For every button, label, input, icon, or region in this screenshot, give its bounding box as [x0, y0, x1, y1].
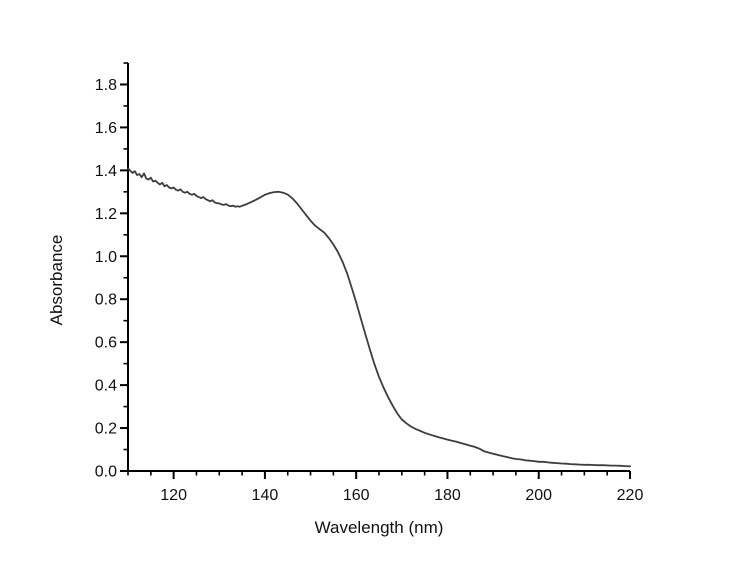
absorbance-spectrum-curve [127, 167, 631, 468]
x-tick-label: 220 [617, 487, 644, 504]
axes-spines [127, 63, 630, 472]
y-tick-label: 0.0 [95, 464, 117, 481]
y-tick-label: 0.8 [95, 292, 117, 309]
plot-area: 120 140 160 180 200 220 0.0 0.2 0.4 0.6 0.8 1.0 1.2 1… [95, 62, 644, 504]
y-tick-label: 1.0 [95, 249, 117, 266]
y-tick-label: 1.6 [95, 120, 117, 137]
y-tick-label: 0.2 [95, 421, 117, 438]
y-axis-title: Absorbance [47, 235, 66, 326]
x-tick-label: 180 [434, 487, 461, 504]
x-tick-label: 200 [525, 487, 552, 504]
y-tick-label: 0.4 [95, 378, 117, 395]
y-tick-label: 1.4 [95, 163, 117, 180]
y-tick-label: 1.8 [95, 77, 117, 94]
y-tick-label: 1.2 [95, 206, 117, 223]
x-axis-title: Wavelength (nm) [315, 518, 444, 537]
x-tick-label: 120 [160, 487, 187, 504]
x-tick-label: 160 [343, 487, 370, 504]
x-tick-label: 140 [252, 487, 279, 504]
y-tick-label: 0.6 [95, 335, 117, 352]
